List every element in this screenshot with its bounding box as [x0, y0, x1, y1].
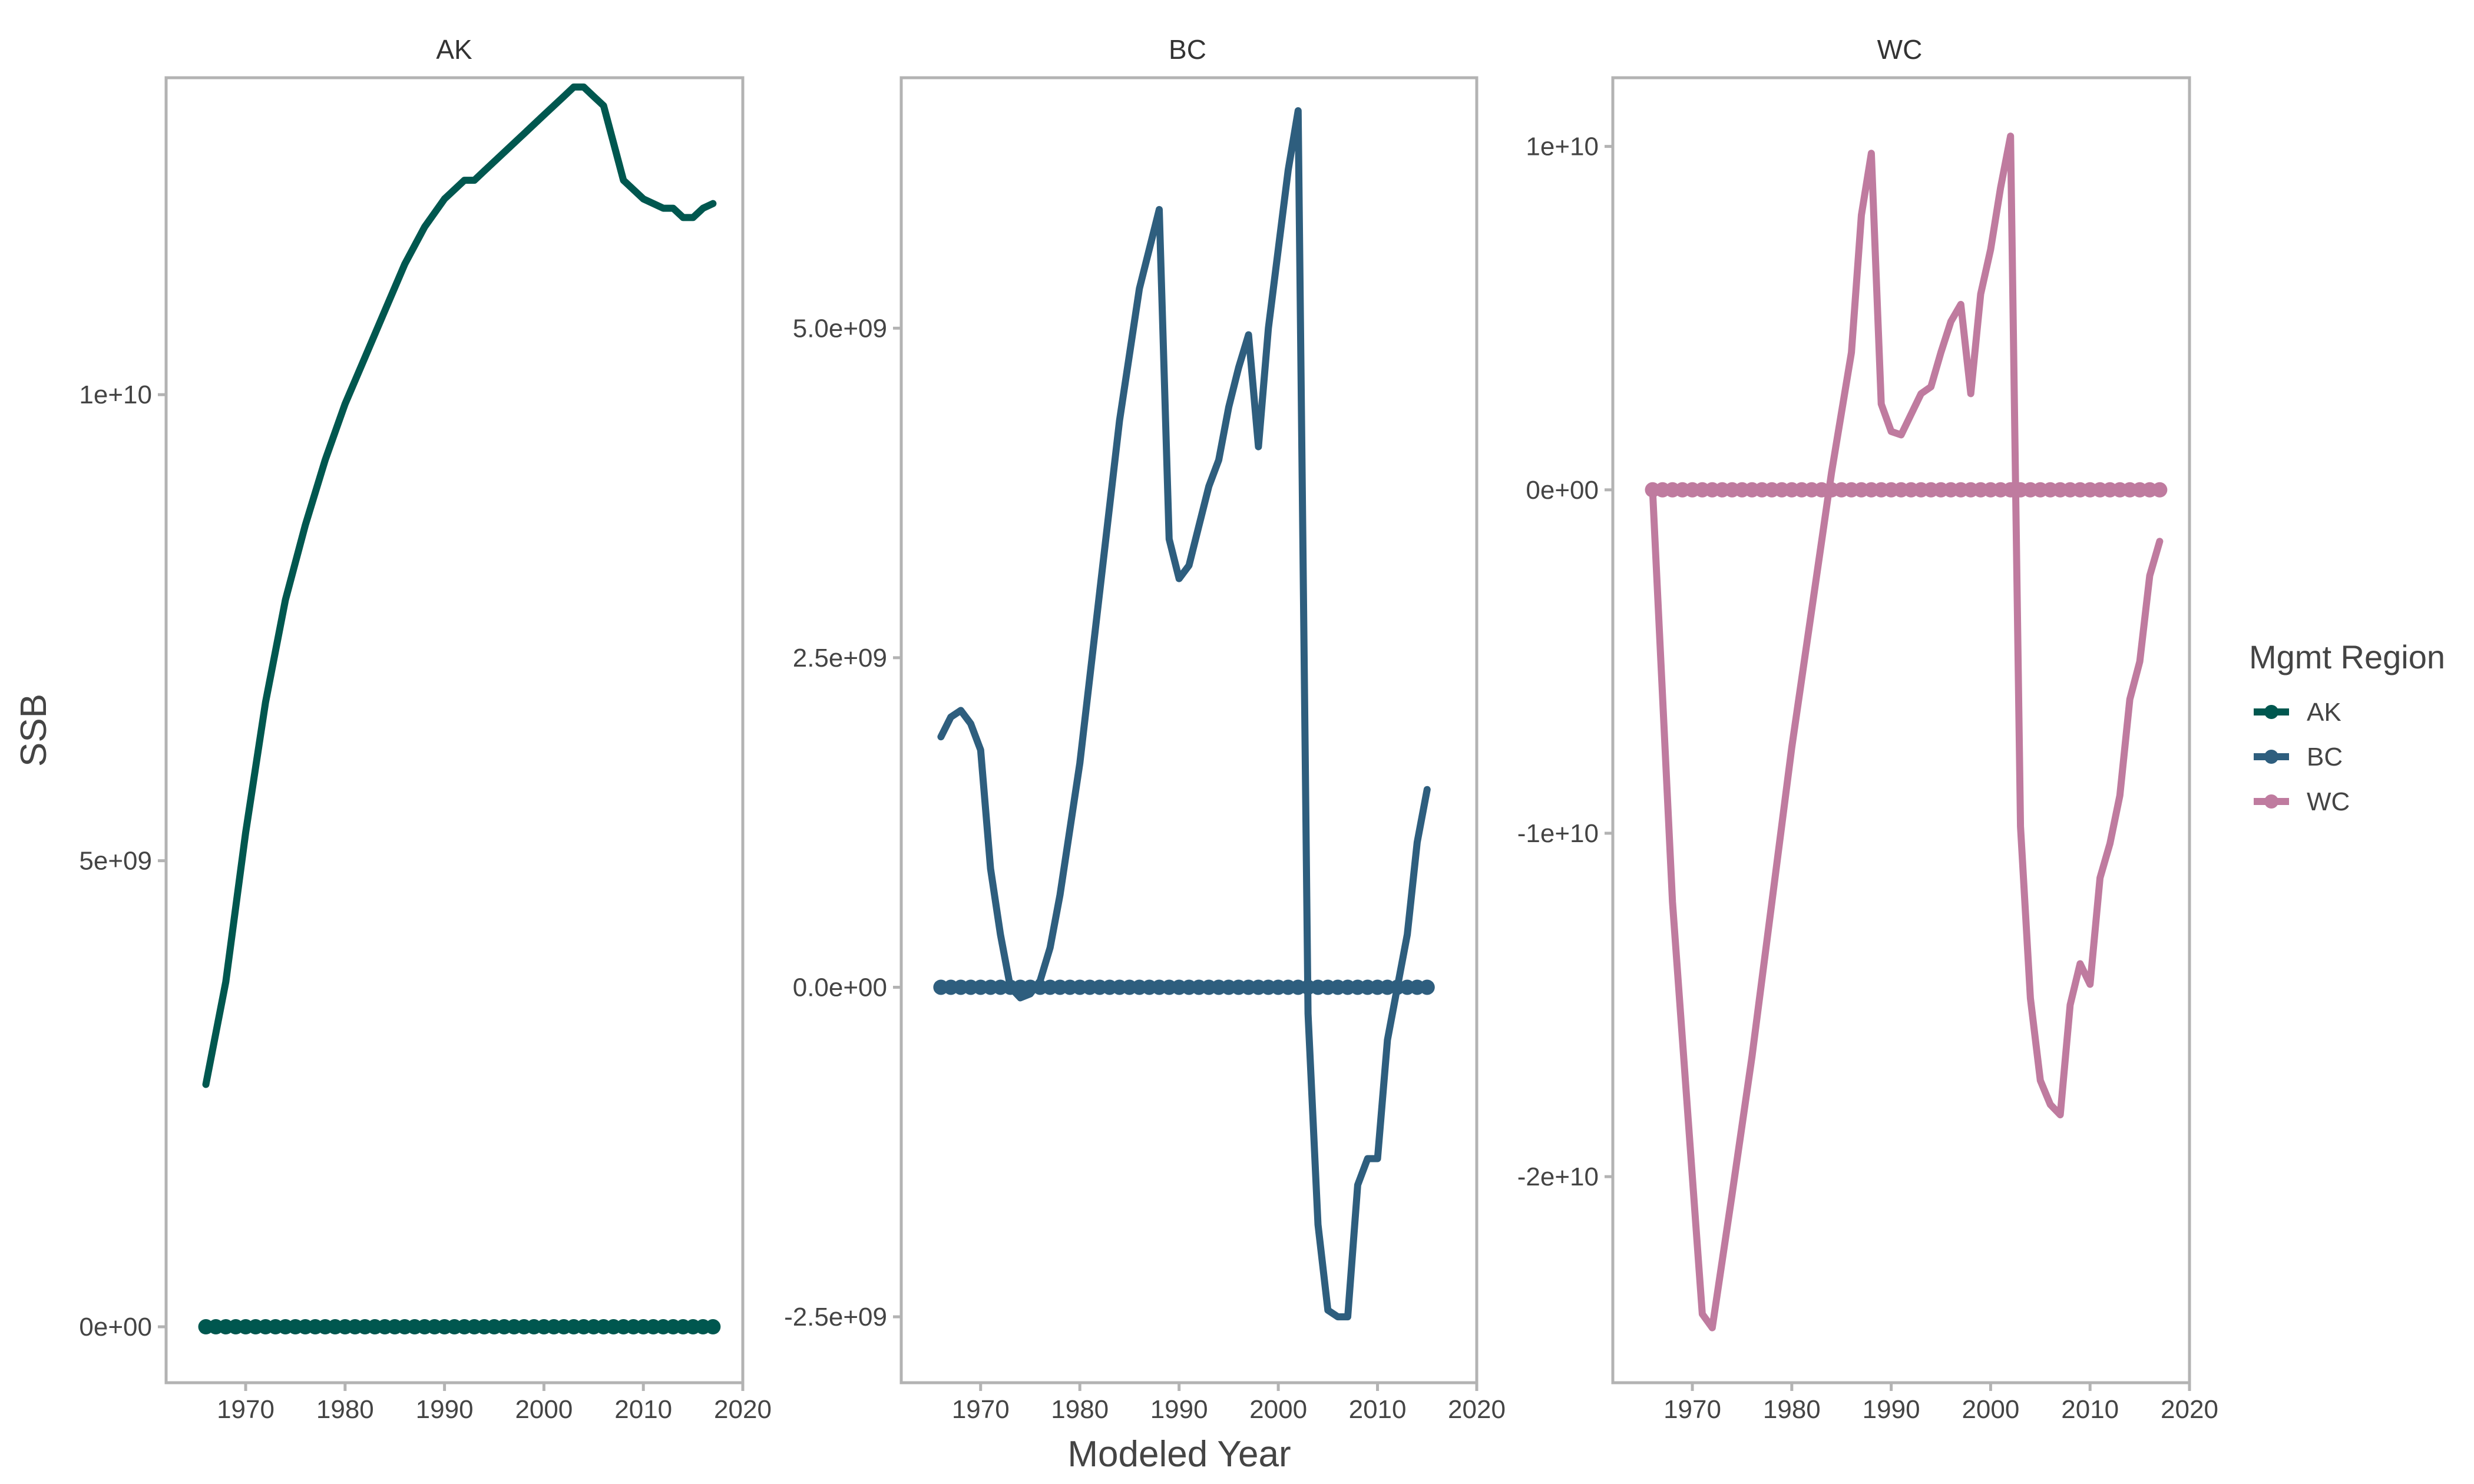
x-tick-label-wc: 2000: [1962, 1395, 2019, 1424]
y-axis-ak: 0e+00 5e+09 1e+10: [79, 380, 166, 1341]
y-tick-label-ak: 0e+00: [79, 1313, 152, 1341]
y-tick-label-bc: -2.5e+09: [784, 1303, 887, 1331]
panel-title-bc: BC: [1169, 34, 1206, 65]
legend: Mgmt Region AK BC WC: [2249, 638, 2445, 816]
points-ak: [198, 1319, 721, 1335]
y-tick-label-wc: -2e+10: [1517, 1162, 1599, 1191]
panel-frame-wc: [1611, 76, 2191, 1384]
point-bc: [1419, 979, 1435, 995]
x-tick-label-wc: 1980: [1763, 1395, 1821, 1424]
panel-frame-bc: [899, 76, 1479, 1384]
legend-key-dot-wc: [2264, 794, 2278, 809]
y-tick-label-wc: -1e+10: [1517, 819, 1599, 848]
legend-label-bc: BC: [2307, 743, 2343, 771]
legend-item-wc: WC: [2254, 787, 2350, 816]
panel-wc: WC -2e+10 -1e+10 0e+00 1e+10 1970 1980 1990 20…: [1517, 34, 2218, 1424]
x-tick-label-ak: 1980: [316, 1395, 374, 1424]
points-bc: [933, 979, 1435, 995]
series-line-ak: [202, 83, 717, 1088]
legend-key-dot-bc: [2264, 750, 2278, 764]
panel-bc: BC -2.5e+09 0.0e+00 2.5e+09 5.0e+09 1970 198…: [784, 34, 1506, 1424]
legend-title: Mgmt Region: [2249, 638, 2445, 675]
y-axis-wc: -2e+10 -1e+10 0e+00 1e+10: [1517, 132, 1613, 1191]
panel-title-wc: WC: [1877, 34, 1923, 65]
legend-key-dot-ak: [2264, 705, 2278, 719]
series-line-bc: [937, 107, 1431, 1321]
series-line-wc: [1649, 132, 2164, 1331]
y-tick-label-bc: 0.0e+00: [793, 973, 887, 1002]
x-tick-label-ak: 2010: [614, 1395, 672, 1424]
point-wc: [2152, 482, 2168, 498]
y-tick-label-bc: 5.0e+09: [793, 314, 887, 343]
legend-item-ak: AK: [2254, 698, 2341, 727]
y-tick-label-ak: 5e+09: [79, 847, 152, 876]
y-tick-label-wc: 1e+10: [1526, 132, 1599, 161]
x-axis-wc: 1970 1980 1990 2000 2010 2020: [1663, 1383, 2218, 1424]
panel-frame-ak: [164, 76, 745, 1384]
x-tick-label-ak: 2020: [714, 1395, 772, 1424]
x-tick-label-ak: 1990: [416, 1395, 474, 1424]
x-axis-bc: 1970 1980 1990 2000 2010 2020: [952, 1383, 1506, 1424]
legend-label-ak: AK: [2307, 698, 2341, 727]
y-tick-label-wc: 0e+00: [1526, 476, 1599, 505]
x-tick-label-wc: 2020: [2161, 1395, 2218, 1424]
point-ak: [705, 1319, 721, 1335]
y-axis-title: SSB: [14, 694, 54, 767]
y-tick-label-ak: 1e+10: [79, 380, 152, 409]
x-tick-label-bc: 1970: [952, 1395, 1010, 1424]
x-tick-label-bc: 1980: [1051, 1395, 1109, 1424]
x-tick-label-wc: 1970: [1663, 1395, 1721, 1424]
x-tick-label-ak: 1970: [217, 1395, 274, 1424]
legend-item-bc: BC: [2254, 743, 2343, 771]
x-tick-label-bc: 2000: [1249, 1395, 1307, 1424]
y-axis-bc: -2.5e+09 0.0e+00 2.5e+09 5.0e+09: [784, 314, 901, 1331]
points-wc: [1645, 482, 2168, 498]
legend-label-wc: WC: [2307, 787, 2350, 816]
panel-ak: AK 0e+00 5e+09 1e+10 1970 1980 1990 2000 2010 2…: [79, 34, 772, 1424]
x-axis-title: Modeled Year: [1067, 1434, 1291, 1475]
y-tick-label-bc: 2.5e+09: [793, 644, 887, 673]
x-tick-label-bc: 2020: [1448, 1395, 1506, 1424]
x-tick-label-wc: 1990: [1863, 1395, 1920, 1424]
x-tick-label-wc: 2010: [2061, 1395, 2119, 1424]
x-tick-label-bc: 1990: [1150, 1395, 1208, 1424]
x-tick-label-bc: 2010: [1349, 1395, 1407, 1424]
x-axis-ak: 1970 1980 1990 2000 2010 2020: [217, 1383, 772, 1424]
panel-title-ak: AK: [436, 34, 472, 65]
x-tick-label-ak: 2000: [515, 1395, 573, 1424]
